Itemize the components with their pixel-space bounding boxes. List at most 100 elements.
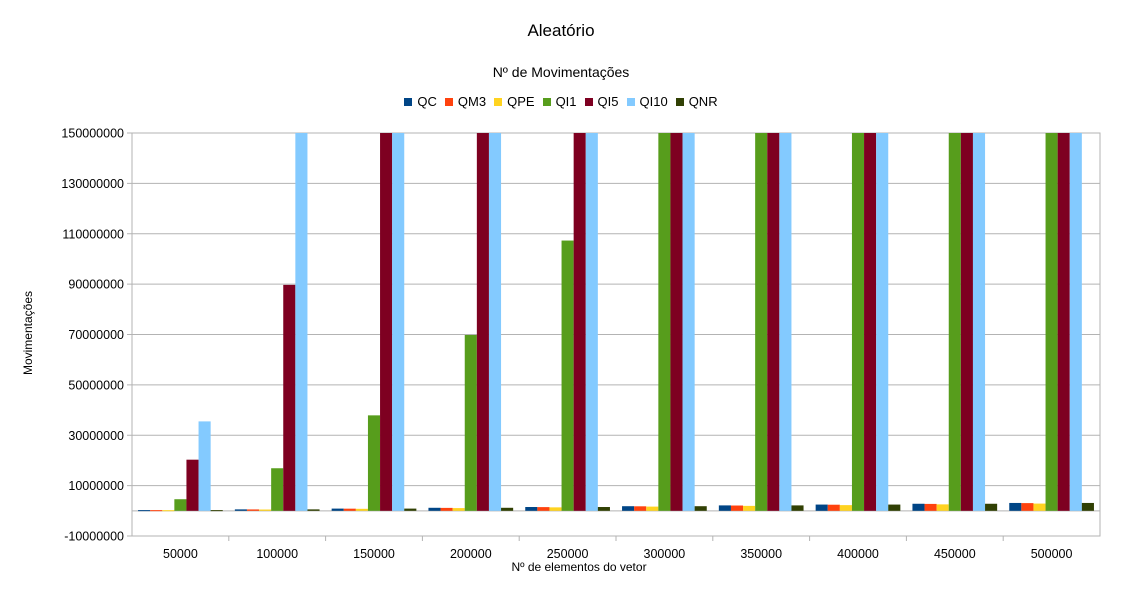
x-tick-label: 150000 (353, 547, 395, 561)
bar-qc (622, 506, 635, 511)
bar-qpe (743, 505, 756, 511)
bar-qpe (549, 507, 562, 511)
legend-item-qnr: QNR (675, 94, 718, 109)
y-tick-label: 130000000 (61, 177, 124, 191)
x-tick-label: 300000 (644, 547, 686, 561)
bar-qi5 (960, 133, 973, 511)
bar-qpe (936, 504, 949, 511)
x-tick-label: 500000 (1031, 547, 1073, 561)
bar-qc (815, 504, 828, 511)
bar-qc (428, 507, 441, 511)
bar-qi5 (186, 459, 199, 511)
bar-qi5 (1057, 133, 1070, 511)
legend-swatch (626, 97, 635, 106)
bar-qc (525, 507, 538, 511)
bar-qnr (985, 503, 998, 511)
bar-qi1 (367, 415, 381, 511)
bar-qnr (404, 508, 417, 511)
bar-qc (912, 503, 925, 511)
legend-label: QI1 (555, 94, 577, 109)
bar-qi1 (755, 133, 768, 511)
bar-qnr (1081, 502, 1094, 511)
bar-qm3 (634, 506, 647, 511)
bar-qi1 (464, 335, 477, 511)
x-tick-label: 250000 (547, 547, 589, 561)
legend-swatch (444, 97, 453, 106)
x-axis-title: Nº de elementos do vetor (511, 560, 647, 574)
x-tick-label: 400000 (837, 547, 879, 561)
legend-item-qpe: QPE (494, 94, 535, 109)
bar-qi1 (271, 468, 284, 511)
bar-qi10 (972, 133, 986, 511)
y-tick-label: 50000000 (68, 378, 124, 392)
bar-qi5 (283, 284, 296, 511)
legend-label: QNR (688, 94, 718, 109)
legend-swatch (542, 97, 551, 106)
bar-qpe (839, 505, 852, 511)
bar-qm3 (440, 507, 453, 511)
bar-qc (138, 510, 151, 512)
y-tick-label: 110000000 (62, 227, 124, 241)
bar-qm3 (1021, 503, 1034, 511)
bar-qc (331, 508, 344, 511)
bar-qm3 (343, 508, 356, 511)
legend-swatch (675, 97, 684, 106)
bar-qi5 (573, 133, 586, 511)
legend-label: QI5 (597, 94, 619, 109)
bar-qpe (355, 508, 368, 511)
bar-qpe (259, 509, 272, 511)
legend-swatch (404, 97, 413, 106)
bar-qnr (791, 505, 804, 511)
bar-qi5 (670, 133, 683, 511)
x-tick-label: 350000 (740, 547, 782, 561)
bar-qpe (452, 508, 465, 511)
bar-qi5 (476, 133, 489, 511)
x-tick-label: 100000 (256, 547, 298, 561)
legend-item-qi1: QI1 (542, 94, 577, 109)
y-tick-label: 150000000 (61, 127, 124, 141)
chart-subtitle: Nº de Movimentações (492, 64, 630, 80)
x-tick-label: 200000 (450, 547, 492, 561)
bar-qi10 (392, 133, 405, 511)
bar-qi10 (876, 133, 889, 511)
legend-item-qm3: QM3 (444, 94, 486, 109)
bar-qc (718, 505, 731, 511)
bar-qpe (1033, 503, 1046, 511)
bar-qpe (162, 510, 175, 512)
legend-label: QI10 (639, 94, 668, 109)
y-tick-label: 70000000 (68, 328, 124, 342)
bar-qi10 (779, 133, 792, 511)
bar-qi5 (864, 133, 877, 511)
x-tick-label: 50000 (163, 547, 198, 561)
chart-title: Aleatório (527, 21, 595, 40)
legend-item-qi10: QI10 (626, 94, 668, 109)
legend-label: QC (417, 94, 437, 109)
bar-qm3 (730, 505, 744, 511)
legend-swatch (584, 97, 593, 106)
x-tick-label: 450000 (934, 547, 976, 561)
bar-qm3 (537, 507, 550, 511)
bar-qnr (210, 510, 223, 512)
bar-qnr (307, 509, 320, 511)
legend-label: QPE (507, 94, 535, 109)
bar-qi5 (380, 133, 393, 511)
bar-qnr (501, 507, 514, 511)
bar-qnr (694, 506, 707, 511)
bar-qm3 (924, 503, 937, 511)
bar-qc (1009, 502, 1022, 511)
bar-qi10 (488, 133, 502, 511)
legend-item-qi5: QI5 (584, 94, 619, 109)
y-tick-label: 30000000 (68, 429, 124, 443)
y-tick-label: -10000000 (64, 530, 124, 544)
y-tick-label: 90000000 (68, 278, 124, 292)
bar-qi10 (682, 133, 695, 511)
bar-qpe (646, 506, 659, 511)
legend-swatch (494, 97, 503, 106)
bar-qi10 (295, 133, 308, 511)
bar-qi1 (658, 133, 671, 511)
y-tick-label: 10000000 (68, 479, 124, 493)
bar-qi5 (767, 133, 780, 511)
bar-qi10 (585, 133, 598, 511)
